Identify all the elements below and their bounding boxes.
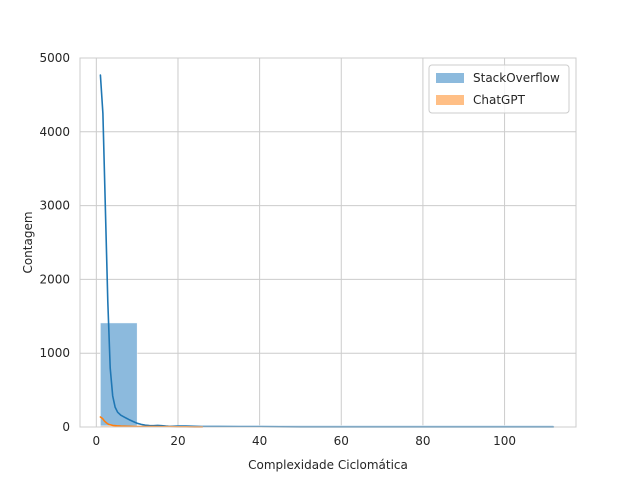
y-tick-label: 5000 [39, 51, 70, 65]
kde-line-stackoverflow [99, 74, 555, 428]
x-axis-label: Complexidade Ciclomática [248, 458, 408, 472]
x-tick-label: 20 [170, 434, 185, 448]
x-tick-label: 80 [415, 434, 430, 448]
plot-frame [79, 57, 577, 428]
legend-swatch-chatgpt [436, 95, 464, 105]
x-tick-label: 60 [334, 434, 349, 448]
histogram-bar-stackoverflow [100, 322, 138, 428]
y-tick-label: 1000 [39, 346, 70, 360]
legend: StackOverflow ChatGPT [428, 64, 570, 114]
y-tick-label: 3000 [39, 199, 70, 213]
x-tick-label: 40 [252, 434, 267, 448]
histogram-bars [100, 322, 554, 428]
y-tick-label: 0 [62, 420, 70, 434]
y-tick-label: 4000 [39, 125, 70, 139]
legend-label-chatgpt: ChatGPT [473, 93, 526, 107]
legend-swatch-stackoverflow [436, 73, 464, 83]
kde-lines [99, 74, 555, 428]
legend-label-stackoverflow: StackOverflow [473, 71, 560, 85]
y-axis-label: Contagem [21, 211, 35, 273]
y-tick-label: 2000 [39, 272, 70, 286]
x-tick-label: 0 [93, 434, 101, 448]
x-tick-label: 100 [493, 434, 516, 448]
